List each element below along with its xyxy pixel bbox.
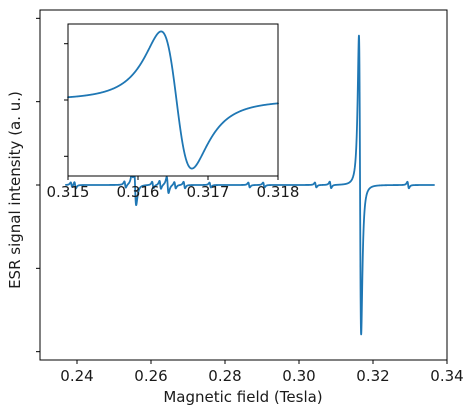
inset-background <box>68 24 278 176</box>
x-tick-label: 0.28 <box>208 367 241 385</box>
main-y-ticks <box>36 17 40 353</box>
x-tick-label: 0.34 <box>430 367 463 385</box>
x-tick-label: 0.316 <box>117 183 160 201</box>
x-tick-label: 0.24 <box>60 367 93 385</box>
x-tick-label: 0.26 <box>134 367 167 385</box>
main-y-axis-label: ESR signal intensity (a. u.) <box>6 91 24 289</box>
main-x-axis-label: Magnetic field (Tesla) <box>163 388 322 406</box>
main-x-ticks: 0.24 0.26 0.28 0.30 0.32 0.34 <box>60 360 464 385</box>
x-tick-label: 0.317 <box>187 183 230 201</box>
series-line <box>67 30 279 170</box>
inset-y-ticks <box>64 43 68 157</box>
x-tick-label: 0.32 <box>356 367 389 385</box>
x-tick-label: 0.315 <box>47 183 90 201</box>
inset-x-ticks: 0.315 0.316 0.317 0.318 <box>47 176 300 201</box>
inset-series-group <box>67 30 279 170</box>
series-line <box>65 34 435 336</box>
x-tick-label: 0.30 <box>282 367 315 385</box>
main-series-group <box>65 34 435 336</box>
x-tick-label: 0.318 <box>257 183 300 201</box>
